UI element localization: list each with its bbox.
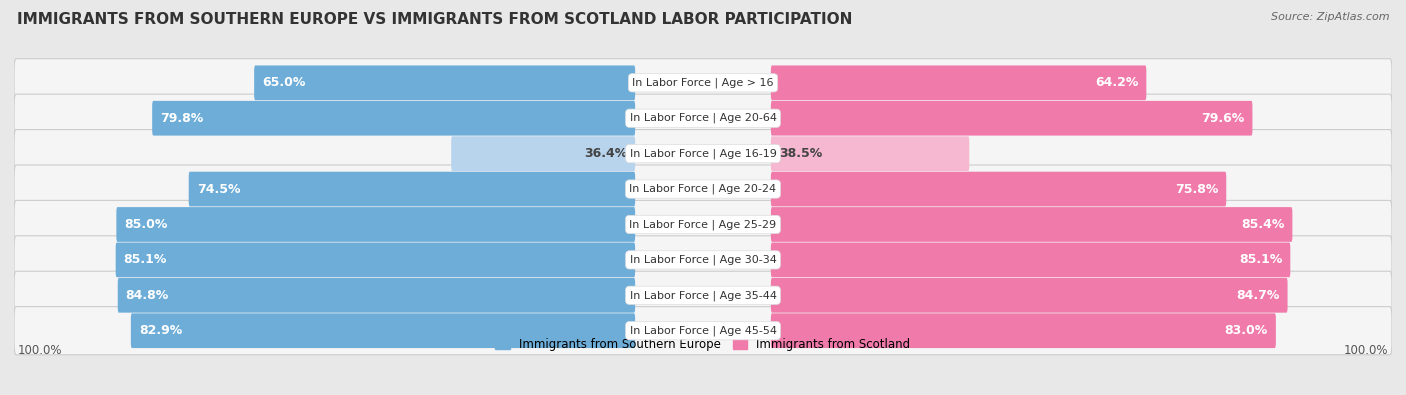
FancyBboxPatch shape (14, 271, 1392, 320)
FancyBboxPatch shape (188, 172, 636, 207)
Text: In Labor Force | Age 20-24: In Labor Force | Age 20-24 (630, 184, 776, 194)
Text: 85.0%: 85.0% (124, 218, 167, 231)
FancyBboxPatch shape (14, 59, 1392, 107)
Text: 74.5%: 74.5% (197, 182, 240, 196)
FancyBboxPatch shape (14, 236, 1392, 284)
Text: 85.4%: 85.4% (1241, 218, 1285, 231)
Text: 65.0%: 65.0% (262, 76, 305, 89)
FancyBboxPatch shape (254, 66, 636, 100)
FancyBboxPatch shape (14, 307, 1392, 355)
Text: 79.6%: 79.6% (1201, 112, 1244, 125)
Text: 79.8%: 79.8% (160, 112, 204, 125)
FancyBboxPatch shape (152, 101, 636, 135)
Text: 75.8%: 75.8% (1175, 182, 1219, 196)
FancyBboxPatch shape (770, 313, 1275, 348)
FancyBboxPatch shape (14, 130, 1392, 178)
Text: 36.4%: 36.4% (583, 147, 627, 160)
FancyBboxPatch shape (770, 172, 1226, 207)
Text: 64.2%: 64.2% (1095, 76, 1139, 89)
Text: In Labor Force | Age 25-29: In Labor Force | Age 25-29 (630, 219, 776, 230)
Text: 100.0%: 100.0% (17, 344, 62, 357)
FancyBboxPatch shape (770, 101, 1253, 135)
FancyBboxPatch shape (770, 136, 969, 171)
FancyBboxPatch shape (770, 66, 1146, 100)
Text: In Labor Force | Age 45-54: In Labor Force | Age 45-54 (630, 325, 776, 336)
Text: 85.1%: 85.1% (124, 253, 167, 266)
Text: 82.9%: 82.9% (139, 324, 181, 337)
FancyBboxPatch shape (117, 207, 636, 242)
FancyBboxPatch shape (115, 243, 636, 277)
FancyBboxPatch shape (770, 278, 1288, 313)
FancyBboxPatch shape (14, 94, 1392, 142)
Text: 38.5%: 38.5% (779, 147, 823, 160)
Text: IMMIGRANTS FROM SOUTHERN EUROPE VS IMMIGRANTS FROM SCOTLAND LABOR PARTICIPATION: IMMIGRANTS FROM SOUTHERN EUROPE VS IMMIG… (17, 12, 852, 27)
Text: In Labor Force | Age 16-19: In Labor Force | Age 16-19 (630, 149, 776, 159)
FancyBboxPatch shape (14, 200, 1392, 248)
Text: In Labor Force | Age > 16: In Labor Force | Age > 16 (633, 77, 773, 88)
FancyBboxPatch shape (451, 136, 636, 171)
Text: In Labor Force | Age 20-64: In Labor Force | Age 20-64 (630, 113, 776, 124)
Text: 85.1%: 85.1% (1239, 253, 1282, 266)
Text: In Labor Force | Age 30-34: In Labor Force | Age 30-34 (630, 255, 776, 265)
FancyBboxPatch shape (14, 165, 1392, 213)
Text: 84.8%: 84.8% (125, 289, 169, 302)
Legend: Immigrants from Southern Europe, Immigrants from Scotland: Immigrants from Southern Europe, Immigra… (491, 333, 915, 356)
Text: 83.0%: 83.0% (1225, 324, 1268, 337)
FancyBboxPatch shape (118, 278, 636, 313)
Text: In Labor Force | Age 35-44: In Labor Force | Age 35-44 (630, 290, 776, 301)
FancyBboxPatch shape (770, 207, 1292, 242)
Text: 100.0%: 100.0% (1344, 344, 1389, 357)
Text: Source: ZipAtlas.com: Source: ZipAtlas.com (1271, 12, 1389, 22)
FancyBboxPatch shape (131, 313, 636, 348)
FancyBboxPatch shape (770, 243, 1291, 277)
Text: 84.7%: 84.7% (1236, 289, 1279, 302)
